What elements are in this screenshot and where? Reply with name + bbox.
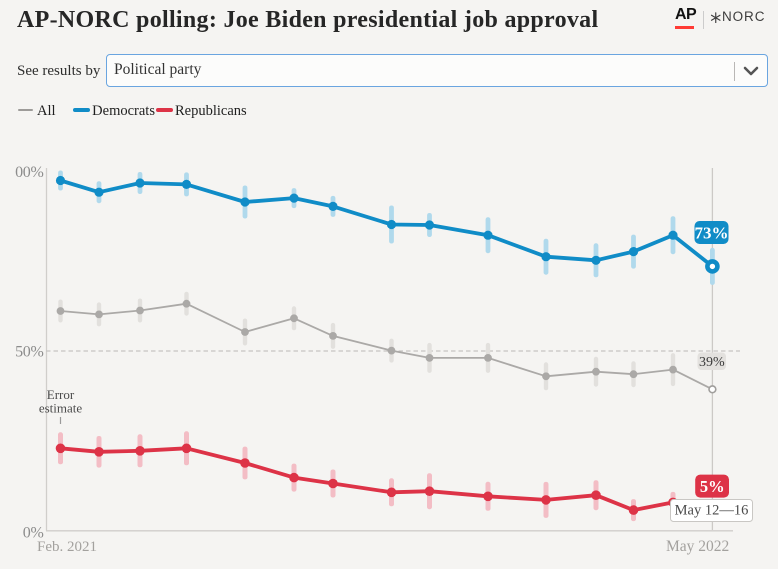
svg-text:Error: Error [47,387,75,402]
svg-text:73%: 73% [695,224,729,243]
svg-text:May 2022: May 2022 [666,538,729,555]
svg-text:estimate: estimate [39,401,83,416]
svg-text:39%: 39% [699,355,725,370]
svg-text:00%: 00% [15,164,43,181]
svg-text:0%: 0% [23,524,44,541]
svg-text:5%: 5% [700,477,725,496]
svg-text:50%: 50% [15,343,43,360]
svg-text:May 12—16: May 12—16 [675,502,749,518]
svg-text:Feb. 2021: Feb. 2021 [37,539,97,555]
